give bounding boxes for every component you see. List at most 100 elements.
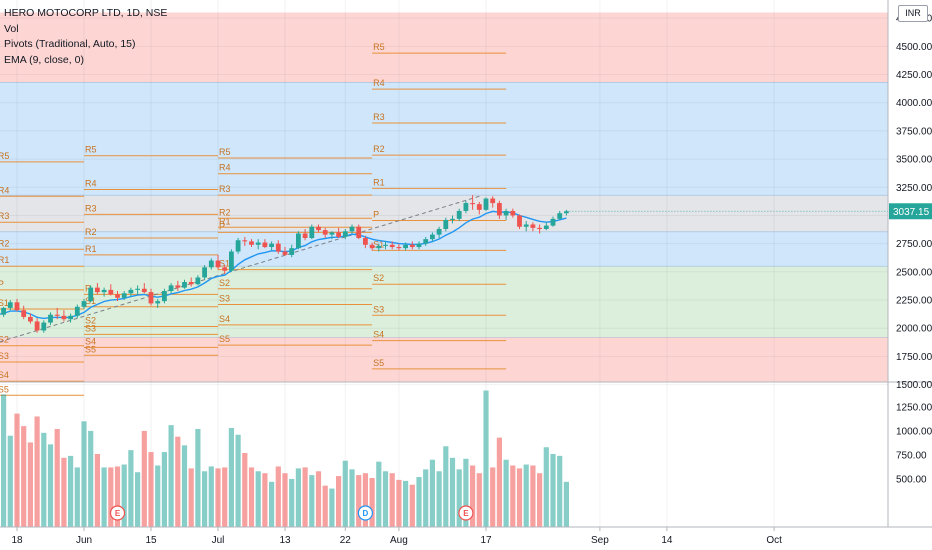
event-marker-e[interactable]: E [109,505,126,521]
candle[interactable] [497,200,502,219]
candle[interactable] [322,227,328,239]
candlesticks[interactable] [0,195,569,333]
candle[interactable] [517,214,522,229]
candle[interactable] [383,241,388,250]
candle[interactable] [530,222,536,232]
candle[interactable] [115,291,120,302]
candle[interactable] [550,216,556,227]
candle[interactable] [336,227,341,239]
candle[interactable] [450,215,455,224]
candle[interactable] [436,226,442,239]
candle[interactable] [48,312,53,325]
legend-volume[interactable]: Vol [4,22,19,35]
candle[interactable] [476,201,482,215]
ema-line [0,210,567,320]
candle[interactable] [396,243,402,251]
candle[interactable] [289,244,295,258]
candle[interactable] [255,239,261,250]
candle[interactable] [141,283,147,294]
candle[interactable] [202,265,207,280]
candle[interactable] [356,224,362,240]
candle[interactable] [95,283,100,295]
candle[interactable] [61,310,67,322]
candle[interactable] [564,209,569,216]
legend-pivots[interactable]: Pivots (Traditional, Auto, 15) [4,38,136,50]
candle[interactable] [108,284,114,296]
candle[interactable] [416,241,422,250]
candle[interactable] [329,231,335,240]
candle[interactable] [68,313,73,323]
candle[interactable] [28,313,33,324]
candle[interactable] [235,238,241,254]
candle[interactable] [14,298,20,312]
candle[interactable] [483,197,489,211]
candle[interactable] [135,285,140,295]
candle[interactable] [182,279,187,289]
candle[interactable] [302,228,308,241]
candle[interactable] [121,291,127,301]
candle[interactable] [168,283,174,294]
candle[interactable] [262,239,268,249]
candle[interactable] [503,208,509,220]
currency-button[interactable]: INR [898,5,928,22]
candle[interactable] [403,242,408,251]
candle[interactable] [296,231,301,250]
candle[interactable] [222,265,228,275]
candle[interactable] [249,239,254,248]
event-marker-e[interactable]: E [458,505,474,521]
candle[interactable] [215,254,221,270]
candle[interactable] [409,241,415,250]
candle[interactable] [1,306,7,317]
candle[interactable] [242,236,248,246]
candle[interactable] [101,287,107,297]
event-marker-d[interactable]: D [357,505,373,521]
candle[interactable] [155,298,161,308]
candle-body [54,314,60,316]
candle[interactable] [342,228,348,240]
candle[interactable] [175,280,181,292]
candle[interactable] [88,285,94,303]
legend-ema[interactable]: EMA (9, close, 0) [4,53,84,66]
candle[interactable] [557,210,563,220]
candle[interactable] [162,288,167,304]
candle[interactable] [463,200,469,214]
candle[interactable] [208,258,214,270]
volume-tick-label: 500.00 [896,474,927,485]
candle[interactable] [282,247,288,257]
candle[interactable] [148,288,154,306]
candle[interactable] [363,235,368,249]
candle[interactable] [430,232,435,242]
candle[interactable] [423,236,429,246]
candle[interactable] [443,217,449,232]
candle[interactable] [34,318,40,333]
candle[interactable] [188,277,194,287]
candle[interactable] [349,224,355,234]
candle[interactable] [537,224,542,234]
candle[interactable] [229,249,234,272]
candle[interactable] [470,195,475,210]
candle[interactable] [21,305,27,320]
candle[interactable] [389,241,395,250]
candle[interactable] [275,240,281,254]
candle[interactable] [309,224,315,240]
candle[interactable] [7,300,13,311]
candle[interactable] [369,242,375,251]
candle[interactable] [490,196,496,208]
candle[interactable] [81,298,87,310]
candle[interactable] [54,307,60,320]
candle[interactable] [376,243,382,252]
candle[interactable] [128,287,134,297]
candle[interactable] [523,221,529,232]
candle[interactable] [41,320,47,333]
candle[interactable] [456,208,462,222]
symbol-title[interactable]: HERO MOTOCORP LTD, 1D, NSE [4,7,168,19]
candle[interactable] [543,222,549,231]
candle[interactable] [269,241,274,251]
candle[interactable] [195,275,201,286]
candle[interactable] [74,304,80,319]
candle[interactable] [316,224,321,233]
candle[interactable] [510,208,516,218]
